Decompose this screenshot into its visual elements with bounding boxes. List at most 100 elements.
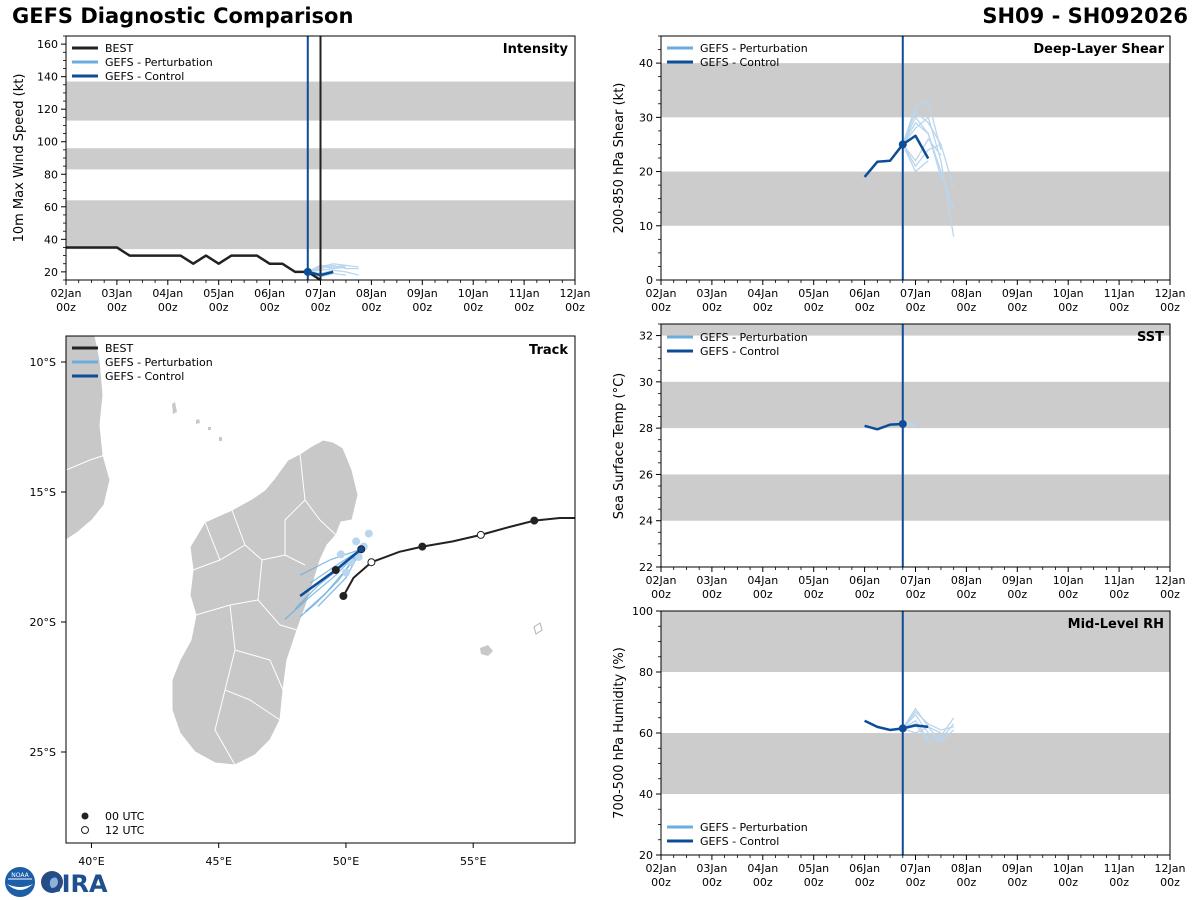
intensity-x-tick-day: 06Jan [254, 287, 285, 300]
sst-x-tick-hour: 00z [651, 588, 671, 601]
rh-traces [864, 611, 955, 855]
shear-x-tick-hour: 00z [855, 301, 875, 314]
sst-x-tick-day: 12Jan [1155, 574, 1186, 587]
shear-x-tick-day: 09Jan [1002, 287, 1033, 300]
intensity-x-tick-day: 12Jan [560, 287, 591, 300]
mauritius-island [533, 622, 543, 635]
legend-label-control: GEFS - Control [700, 345, 779, 358]
storm-id: SH09 - SH092026 [982, 4, 1188, 28]
rh-y-ticks: 20 40 60 80 100 [632, 605, 661, 862]
rh-x-tick-hour: 00z [906, 876, 926, 889]
shear-legend: GEFS - Perturbation GEFS - Control [667, 42, 808, 69]
logos: NOAA CIRA [5, 867, 108, 898]
intensity-series-best [66, 246, 322, 282]
rh-x-tick-hour: 00z [702, 876, 722, 889]
shear-y-tick-label: 20 [639, 166, 653, 179]
sst-title: SST [1137, 330, 1164, 345]
legend-label-control: GEFS - Control [700, 56, 779, 69]
shear-x-tick-hour: 00z [1160, 301, 1180, 314]
province-borders [192, 453, 337, 766]
sst-x-tick-hour: 00z [1109, 588, 1129, 601]
intensity-x-tick-day: 07Jan [305, 287, 336, 300]
track-ticks: 40°E 45°E 50°E 55°E 10°S 15°S 20°S 25°S [30, 356, 487, 868]
shear-x-tick-hour: 00z [702, 301, 722, 314]
legend-label-perturbation: GEFS - Perturbation [700, 821, 808, 834]
shear-x-ticks: 02Jan00z03Jan00z04Jan00z05Jan00z06Jan00z… [646, 280, 1185, 314]
shear-x-tick-hour: 00z [1007, 301, 1027, 314]
intensity-x-tick-day: 04Jan [152, 287, 183, 300]
shear-bands [661, 63, 1170, 226]
intensity-perturbation-member-3 [307, 263, 347, 273]
sst-y-tick-label: 26 [639, 468, 653, 481]
sst-band-1 [661, 381, 1170, 429]
shear-perturbation-member-6 [902, 110, 955, 189]
sst-x-tick-hour: 00z [957, 588, 977, 601]
rh-x-tick-hour: 00z [957, 876, 977, 889]
intensity-x-tick-day: 05Jan [203, 287, 234, 300]
shear-x-tick-hour: 00z [753, 301, 773, 314]
sst-x-tick-day: 07Jan [900, 574, 931, 587]
sst-frame [660, 323, 1171, 568]
intensity-x-tick-day: 11Jan [509, 287, 540, 300]
sst-band-0 [661, 474, 1170, 521]
track-perturbation-position-2 [354, 553, 363, 561]
shear-x-tick-day: 06Jan [849, 287, 880, 300]
legend-label-12utc: 12 UTC [105, 824, 145, 837]
track-perturbation-position-5 [336, 550, 345, 559]
intensity-series-control [307, 270, 334, 277]
intensity-x-tick-day: 08Jan [356, 287, 387, 300]
intensity-x-ticks: 02Jan00z03Jan00z04Jan00z05Jan00z06Jan00z… [51, 280, 591, 314]
rh-bands [661, 611, 1170, 794]
track-perturbation-position-1 [352, 537, 361, 546]
rh-x-tick-hour: 00z [1058, 876, 1078, 889]
shear-x-tick-hour: 00z [906, 301, 926, 314]
track-best-marker-00utc [339, 592, 348, 600]
intensity-title: Intensity [503, 42, 569, 57]
sst-x-tick-hour: 00z [906, 588, 926, 601]
shear-y-label: 200-850 hPa Shear (kt) [612, 83, 627, 234]
intensity-x-tick-day: 09Jan [407, 287, 438, 300]
rh-x-tick-hour: 00z [651, 876, 671, 889]
track-perturbation-position-0 [364, 529, 373, 538]
shear-y-tick-label: 40 [639, 57, 653, 70]
sst-x-tick-hour: 00z [1160, 588, 1180, 601]
shear-perturbation-member-4 [902, 121, 942, 178]
rh-y-tick-label: 80 [639, 666, 653, 679]
sst-x-tick-hour: 00z [702, 588, 722, 601]
shear-traces [863, 36, 955, 280]
shear-x-tick-day: 08Jan [951, 287, 982, 300]
sst-y-tick-label: 28 [639, 422, 653, 435]
intensity-y-tick-label: 160 [37, 38, 58, 51]
rh-x-tick-hour: 00z [1109, 876, 1129, 889]
sst-y-tick-label: 30 [639, 376, 653, 389]
track-y-tick-label: 15°S [30, 486, 56, 499]
rh-x-tick-day: 03Jan [696, 862, 727, 875]
intensity-init-point [303, 267, 312, 276]
legend-label-perturbation: GEFS - Perturbation [105, 356, 213, 369]
intensity-x-tick-day: 02Jan [51, 287, 82, 300]
sst-x-tick-day: 06Jan [849, 574, 880, 587]
rh-x-tick-hour: 00z [855, 876, 875, 889]
shear-x-tick-hour: 00z [804, 301, 824, 314]
shear-x-tick-day: 05Jan [798, 287, 829, 300]
intensity-y-tick-label: 20 [44, 266, 58, 279]
rh-x-tick-hour: 00z [804, 876, 824, 889]
legend-marker-12utc [81, 826, 89, 834]
shear-perturbation-member-2 [902, 100, 942, 151]
rh-y-tick-label: 60 [639, 727, 653, 740]
rh-series-control [864, 719, 929, 732]
legend-label-perturbation: GEFS - Perturbation [700, 331, 808, 344]
rh-x-tick-hour: 00z [1160, 876, 1180, 889]
sst-y-tick-label: 32 [639, 330, 653, 343]
shear-x-tick-day: 11Jan [1104, 287, 1135, 300]
track-x-tick-label: 55°E [460, 855, 486, 868]
page-title: GEFS Diagnostic Comparison [12, 4, 354, 28]
madagascar-landmass [171, 439, 359, 766]
rh-y-tick-label: 20 [639, 849, 653, 862]
track-traces [284, 516, 575, 620]
rh-x-tick-day: 11Jan [1104, 862, 1135, 875]
reunion-island [480, 645, 493, 656]
